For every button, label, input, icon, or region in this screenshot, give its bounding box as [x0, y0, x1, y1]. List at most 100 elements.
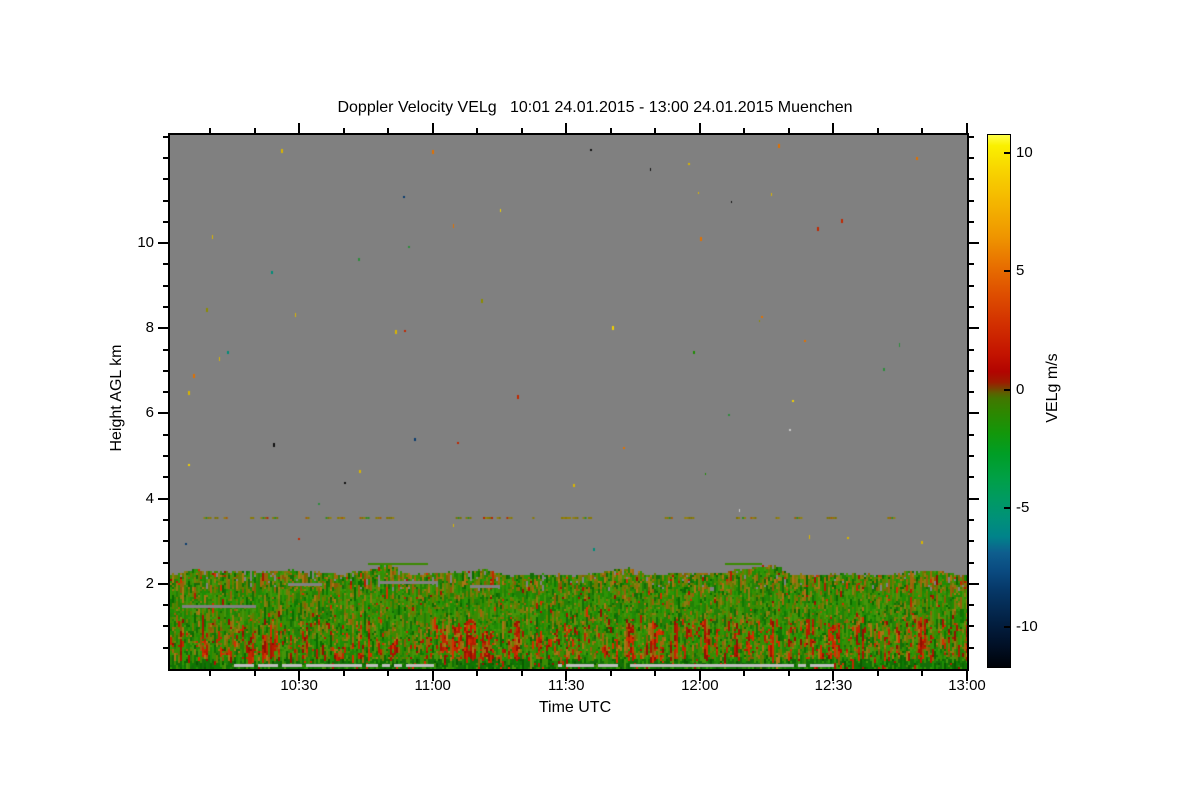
- y-tick-label: 6: [145, 404, 154, 422]
- y-axis-tick: [163, 561, 168, 564]
- x-axis-tick: [476, 671, 479, 676]
- y-axis-tick-right: [969, 540, 974, 543]
- y-axis-tick-right: [969, 646, 974, 649]
- x-axis-tick: [832, 671, 835, 681]
- x-axis-tick: [966, 671, 968, 681]
- x-axis-tick-top: [565, 123, 568, 133]
- y-tick-label: 8: [145, 319, 154, 337]
- y-axis-tick: [163, 156, 168, 159]
- x-axis-tick-top: [253, 128, 256, 133]
- y-axis-tick-right: [969, 582, 979, 585]
- x-axis-tick: [342, 671, 345, 676]
- x-axis-tick-top: [787, 128, 790, 133]
- y-axis-tick: [163, 199, 168, 202]
- x-axis-tick: [209, 671, 212, 676]
- y-axis-tick: [163, 476, 168, 479]
- y-axis-tick: [158, 497, 168, 500]
- y-axis-tick: [163, 625, 168, 628]
- x-axis-tick: [921, 671, 924, 676]
- y-axis-tick: [158, 412, 168, 415]
- x-axis-tick-top: [387, 128, 390, 133]
- colorbar-tick-label: 0: [1016, 380, 1025, 398]
- x-tick-label: 11:30: [548, 677, 585, 694]
- x-axis-tick-top: [342, 128, 345, 133]
- x-axis-tick-top: [698, 123, 701, 133]
- y-axis-tick-right: [969, 156, 974, 159]
- y-axis-tick: [158, 327, 168, 330]
- x-axis-tick-top: [209, 128, 212, 133]
- y-axis-tick-right: [969, 348, 974, 351]
- colorbar-tick: [1004, 507, 1010, 510]
- y-axis-tick: [163, 604, 168, 607]
- x-axis-tick: [876, 671, 879, 676]
- colorbar-tick-label: -5: [1016, 499, 1030, 517]
- y-axis-tick-right: [969, 220, 974, 223]
- x-axis-tick-top: [966, 123, 968, 133]
- velocity-heatmap-canvas: [170, 135, 967, 669]
- y-axis-tick-right: [969, 242, 979, 245]
- y-axis-tick-right: [969, 476, 974, 479]
- x-tick-label: 11:00: [414, 677, 451, 694]
- colorbar-tick: [1004, 625, 1010, 628]
- x-axis-tick: [253, 671, 256, 676]
- x-axis-tick-top: [832, 123, 835, 133]
- x-axis-title: Time UTC: [538, 699, 612, 716]
- x-axis-tick: [743, 671, 746, 676]
- y-axis-tick-right: [969, 135, 974, 138]
- x-axis-tick: [787, 671, 790, 676]
- y-axis-tick: [158, 242, 168, 245]
- x-axis-tick: [609, 671, 612, 676]
- x-axis-tick-top: [609, 128, 612, 133]
- y-axis-tick-right: [969, 284, 974, 287]
- x-tick-label: 13:00: [948, 677, 986, 694]
- x-axis-tick-top: [743, 128, 746, 133]
- y-axis-tick: [163, 220, 168, 223]
- x-axis-tick: [298, 671, 301, 681]
- y-axis-tick-right: [969, 263, 974, 266]
- y-axis-tick: [163, 284, 168, 287]
- plot-frame: [168, 133, 969, 671]
- y-axis-tick-right: [969, 178, 974, 181]
- y-axis-tick: [163, 135, 168, 138]
- y-axis-tick-right: [969, 518, 974, 521]
- y-axis-tick: [163, 369, 168, 372]
- y-axis-tick: [163, 518, 168, 521]
- x-axis-tick-top: [431, 123, 434, 133]
- x-axis-tick-top: [298, 123, 301, 133]
- x-axis-tick-top: [520, 128, 523, 133]
- y-axis-tick-right: [969, 412, 979, 415]
- y-axis-tick: [163, 455, 168, 458]
- x-axis-tick-top: [476, 128, 479, 133]
- chart-title: Doppler Velocity VELg 10:01 24.01.2015 -…: [337, 99, 853, 116]
- y-tick-label: 10: [137, 234, 154, 252]
- colorbar-tick-label: 10: [1016, 144, 1033, 161]
- y-axis-tick: [163, 391, 168, 394]
- y-axis-tick: [163, 306, 168, 309]
- y-axis-tick-right: [969, 455, 974, 458]
- x-axis-tick-top: [921, 128, 924, 133]
- y-axis-tick: [163, 263, 168, 266]
- y-tick-label: 4: [145, 489, 154, 507]
- y-axis-tick: [163, 540, 168, 543]
- x-axis-tick: [387, 671, 390, 676]
- y-axis-tick-right: [969, 306, 974, 309]
- y-axis-tick-right: [969, 625, 974, 628]
- x-axis-tick: [431, 671, 434, 681]
- x-tick-label: 12:30: [814, 677, 853, 694]
- colorbar-tick: [1004, 270, 1010, 273]
- x-axis-tick: [520, 671, 523, 676]
- y-axis-tick: [163, 348, 168, 351]
- x-axis-tick-top: [654, 128, 657, 133]
- colorbar-gradient: [988, 135, 1010, 667]
- colorbar-tick: [1004, 388, 1010, 391]
- x-tick-label: 12:00: [681, 677, 719, 694]
- x-axis-tick: [698, 671, 701, 681]
- x-tick-label: 10:30: [280, 677, 318, 694]
- colorbar-title: VELg m/s: [1044, 353, 1061, 423]
- y-tick-label: 2: [145, 574, 154, 592]
- x-axis-tick: [565, 671, 568, 681]
- y-axis-title: Height AGL km: [108, 344, 125, 452]
- y-axis-tick: [163, 646, 168, 649]
- y-axis-tick-right: [969, 433, 974, 436]
